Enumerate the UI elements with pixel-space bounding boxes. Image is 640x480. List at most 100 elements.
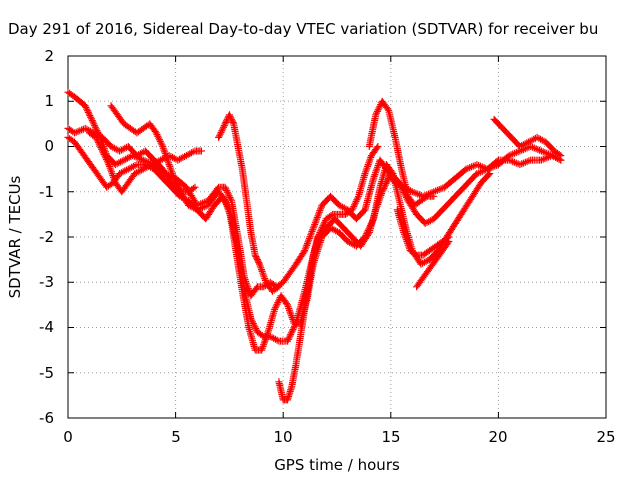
data-point [123, 159, 125, 161]
data-point [295, 362, 297, 365]
data-point [131, 154, 134, 157]
data-point [467, 181, 470, 184]
data-point [420, 263, 422, 265]
data-point [359, 245, 362, 247]
data-point [364, 172, 366, 175]
data-point [73, 141, 76, 143]
chart-title: Day 291 of 2016, Sidereal Day-to-day VTE… [8, 20, 598, 38]
data-point [118, 150, 121, 152]
data-point [433, 218, 435, 220]
data-series [413, 238, 453, 291]
data-point [385, 163, 388, 166]
x-tick-labels: 0 5 10 15 20 25 [63, 428, 615, 446]
data-point [489, 172, 491, 175]
data-point [351, 236, 353, 238]
data-point [529, 145, 532, 148]
data-point [110, 145, 112, 148]
data-point [394, 136, 396, 139]
y-tick-label: 2 [44, 47, 54, 65]
data-point [355, 218, 358, 220]
data-point [136, 132, 138, 134]
data-point [435, 245, 437, 247]
data-point [428, 267, 431, 270]
data-point [355, 245, 358, 247]
data-point [465, 168, 467, 170]
data-point [168, 163, 170, 166]
data-series [215, 111, 283, 295]
data-point [377, 145, 379, 148]
data-point [347, 240, 349, 243]
y-tick-label: -4 [39, 318, 54, 336]
data-point [133, 172, 136, 175]
data-point [267, 331, 269, 333]
data-point [196, 209, 198, 211]
data-point [357, 195, 360, 198]
data-point [428, 249, 431, 252]
data-point [105, 186, 108, 188]
data-point [413, 204, 416, 207]
data-point [448, 240, 450, 243]
data-point [230, 200, 233, 202]
data-point [471, 195, 474, 198]
x-tick-label: 0 [63, 428, 73, 446]
data-point [544, 141, 547, 143]
data-point [392, 172, 394, 175]
data-point [129, 127, 132, 130]
data-point [364, 209, 366, 211]
data-point [224, 186, 226, 188]
data-point [529, 159, 532, 161]
data-point [331, 213, 334, 216]
data-point [480, 181, 483, 184]
data-point [142, 159, 145, 161]
data-point [185, 154, 188, 157]
data-point [379, 159, 381, 161]
data-point [114, 163, 117, 166]
data-point [217, 186, 220, 188]
data-point [351, 209, 353, 211]
data-point [497, 159, 500, 161]
data-point [88, 132, 91, 134]
data-point [237, 145, 239, 148]
data-point [269, 281, 272, 284]
data-point [291, 385, 293, 388]
data-point [308, 281, 310, 284]
data-point [299, 335, 302, 338]
data-point [441, 249, 444, 252]
data-point [433, 195, 435, 198]
data-point [256, 286, 259, 288]
data-point [463, 209, 465, 211]
data-point [194, 150, 196, 152]
data-point [161, 168, 164, 170]
data-point [136, 163, 138, 166]
data-point [224, 123, 226, 125]
data-series [275, 143, 382, 404]
data-point [551, 154, 553, 157]
data-point [344, 213, 347, 216]
data-point [553, 150, 556, 152]
plot-frame [67, 55, 607, 419]
data-point [250, 231, 252, 234]
data-series [107, 102, 199, 196]
data-point [379, 186, 381, 188]
y-tick-label: 1 [44, 92, 54, 110]
data-point [338, 213, 341, 216]
data-point [415, 213, 418, 216]
data-point [295, 263, 297, 265]
data-point [181, 191, 183, 193]
data-point [560, 159, 562, 161]
data-point [441, 240, 444, 243]
data-point [250, 295, 252, 297]
data-point [116, 114, 119, 116]
data-point [93, 168, 95, 170]
data-point [101, 136, 104, 139]
data-point [293, 322, 295, 324]
y-tick-label: -5 [39, 364, 54, 382]
data-point [338, 231, 341, 234]
data-point [536, 136, 538, 139]
data-point [282, 281, 285, 284]
data-point [454, 177, 457, 179]
data-point [448, 236, 450, 238]
data-point [426, 195, 429, 198]
data-point [519, 163, 521, 166]
